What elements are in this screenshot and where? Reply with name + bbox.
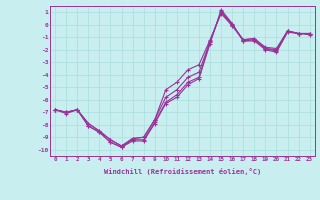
X-axis label: Windchill (Refroidissement éolien,°C): Windchill (Refroidissement éolien,°C)	[104, 168, 261, 175]
